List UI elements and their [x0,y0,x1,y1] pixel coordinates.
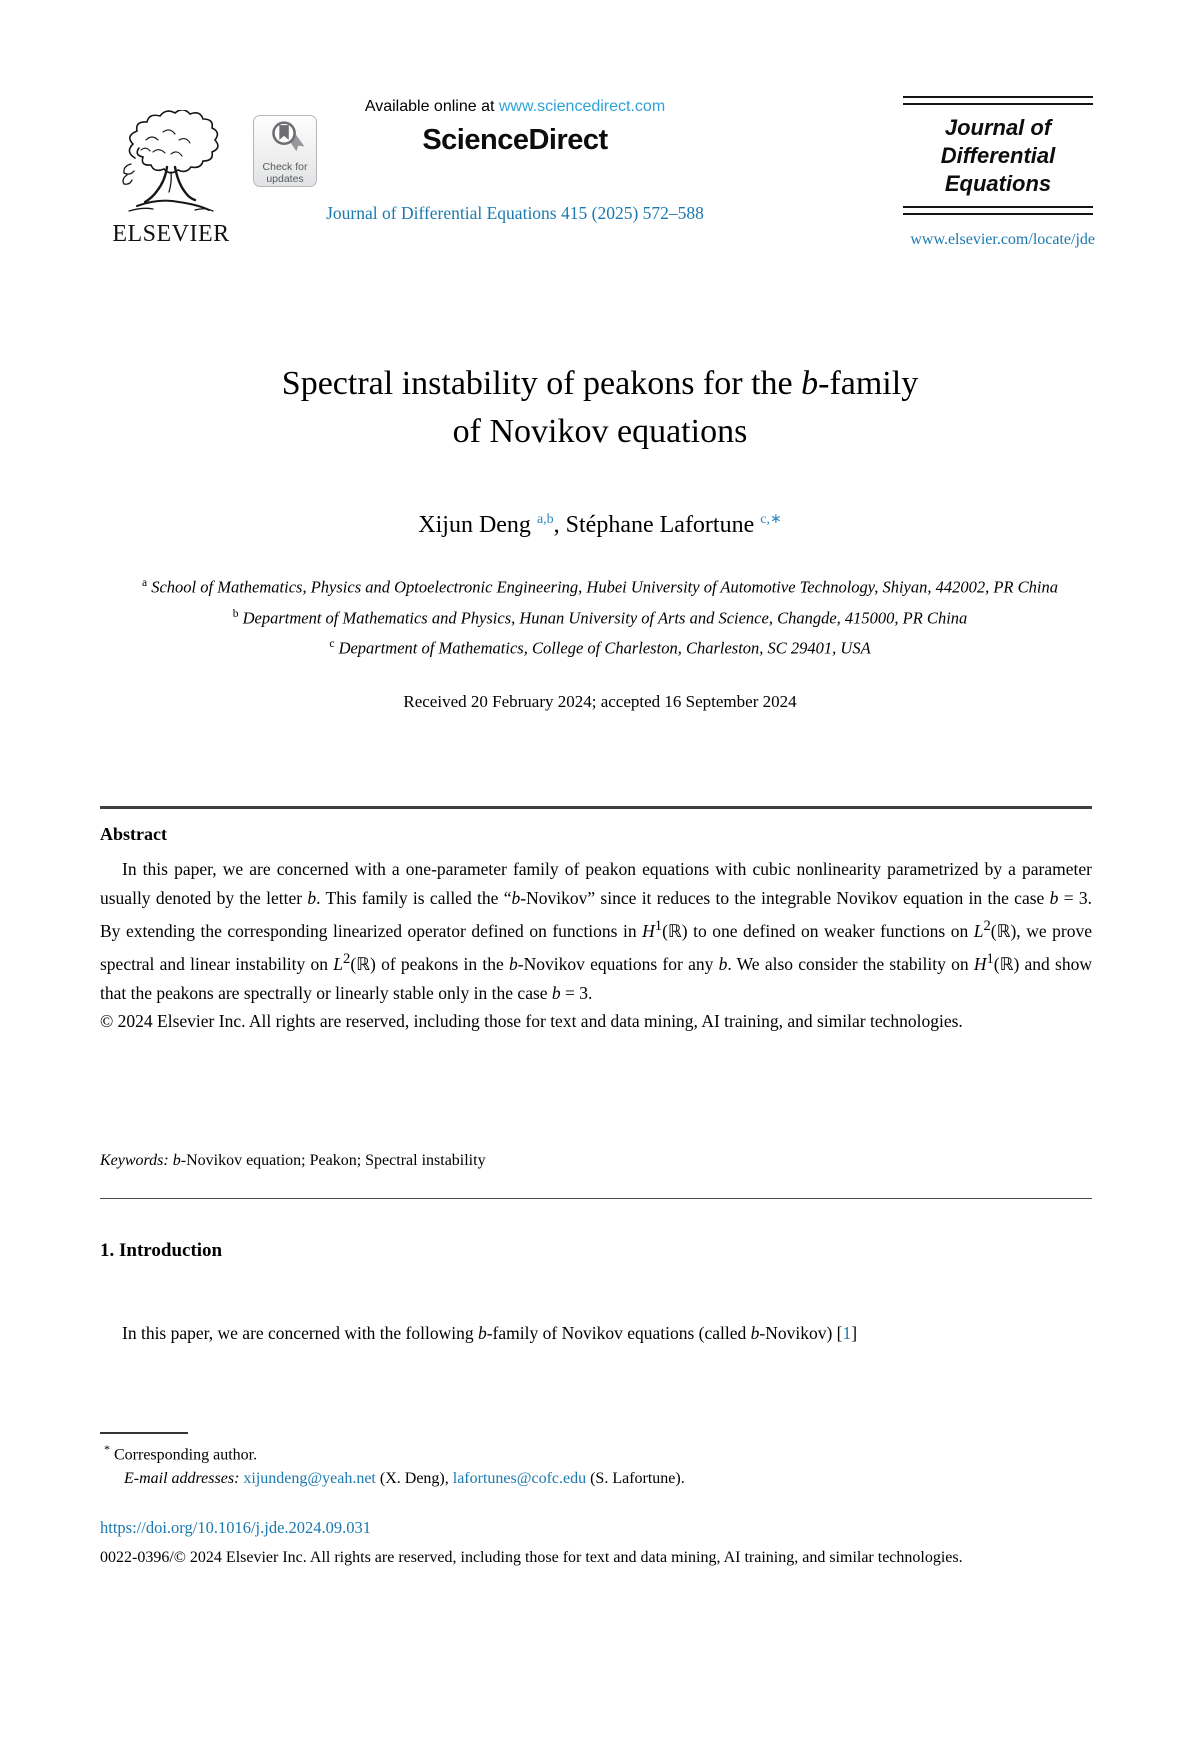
journal-name-line1: Journal of [944,115,1052,140]
sciencedirect-logo: ScienceDirect [422,124,608,156]
article-title-line1: Spectral instability of peakons for the … [281,365,919,402]
author-separator: , [553,512,566,538]
email-lafortune-suffix: (S. Lafortune). [586,1470,685,1487]
affiliation-c-text: Department of Mathematics, College of Ch… [334,638,871,658]
affiliation-a-text: School of Mathematics, Physics and Optoe… [147,577,1058,597]
footnote-rule [100,1432,188,1434]
introduction-heading: 1. Introduction [100,1240,223,1261]
keywords-line: Keywords: b-Novikov equation; Peakon; Sp… [100,1152,1092,1170]
affiliation-b: b Department of Mathematics and Physics,… [130,601,1070,632]
article-title: Spectral instability of peakons for the … [0,360,1200,456]
article-title-line2: of Novikov equations [452,413,748,450]
affiliation-b-text: Department of Mathematics and Physics, H… [238,608,968,627]
elsevier-wordmark: ELSEVIER [112,221,230,247]
issn-copyright-line: 0022-0396/© 2024 Elsevier Inc. All right… [100,1549,963,1566]
introduction-paragraph: In this paper, we are concerned with the… [100,1318,1092,1348]
reference-close-bracket: ] [851,1323,858,1343]
journal-box-bottom-rule [903,206,1093,215]
affiliations-block: a School of Mathematics, Physics and Opt… [130,570,1070,662]
corresponding-author-asterisk: * [104,1442,110,1456]
check-for-updates-badge[interactable]: Check for updates [253,115,317,187]
abstract-top-rule [100,806,1092,809]
email-link-lafortune[interactable]: lafortunes@cofc.edu [452,1470,587,1487]
journal-name-line3: Equations [944,171,1052,196]
corresponding-author-text: Corresponding author. [110,1446,258,1464]
received-accepted-line: Received 20 February 2024; accepted 16 S… [403,692,797,711]
doi-line: https://doi.org/10.1016/j.jde.2024.09.03… [100,1518,371,1538]
email-addresses-label: E-mail addresses: [124,1470,244,1487]
author-1-name: Xijun Deng [418,512,537,538]
check-for-updates-icon [266,121,305,159]
elsevier-tree-icon [109,108,233,218]
abstract-paragraph: In this paper, we are concerned with a o… [100,859,1093,1003]
header-center: Available online at www.sciencedirect.co… [320,98,710,157]
affiliation-a-sup: a [142,577,148,589]
abstract-heading: Abstract [100,824,167,844]
journal-title-box: Journal of Differential Equations [903,96,1093,215]
affiliation-c: c Department of Mathematics, College of … [130,631,1070,662]
author-1-affil-sup: a,b [536,512,554,527]
elsevier-locate-link-wrap: www.elsevier.com/locate/jde [800,231,1095,249]
available-online-text: Available online at [364,98,499,115]
sciencedirect-url-link[interactable]: www.sciencedirect.com [498,98,666,115]
elsevier-logo: ELSEVIER [96,108,246,248]
affiliation-a: a School of Mathematics, Physics and Opt… [130,570,1070,601]
email-deng-suffix: (X. Deng), [375,1470,453,1487]
abstract-copyright: © 2024 Elsevier Inc. All rights are rese… [100,1011,963,1032]
affiliation-b-sup: b [232,607,239,620]
introduction-text: In this paper, we are concerned with the… [122,1323,843,1343]
check-badge-line1: Check for [262,161,308,173]
check-badge-line2: updates [266,173,304,185]
email-addresses-line: E-mail addresses: xijundeng@yeah.net (X.… [124,1470,685,1488]
author-2-affil-sup: c,∗ [760,512,782,527]
affiliation-c-sup: c [329,638,335,650]
email-link-deng[interactable]: xijundeng@yeah.net [243,1470,376,1487]
keywords-text: b-Novikov equation; Peakon; Spectral ins… [172,1152,486,1169]
corresponding-author-note: * Corresponding author. [104,1442,257,1464]
author-line: Xijun Deng a,b, Stéphane Lafortune c,∗ [0,511,1200,539]
author-2-name: Stéphane Lafortune [565,512,761,538]
journal-citation-link[interactable]: Journal of Differential Equations 415 (2… [326,203,704,223]
reference-1-link[interactable]: 1 [842,1323,852,1343]
abstract-body: In this paper, we are concerned with a o… [100,855,1092,1036]
journal-name-line2: Differential [940,143,1056,168]
doi-link[interactable]: https://doi.org/10.1016/j.jde.2024.09.03… [100,1518,372,1537]
elsevier-locate-link[interactable]: www.elsevier.com/locate/jde [910,231,1095,248]
available-online-line: Available online at www.sciencedirect.co… [320,98,710,116]
journal-box-top-rule [903,96,1093,105]
keywords-label: Keywords: [100,1152,169,1169]
keywords-bottom-rule [100,1198,1092,1200]
